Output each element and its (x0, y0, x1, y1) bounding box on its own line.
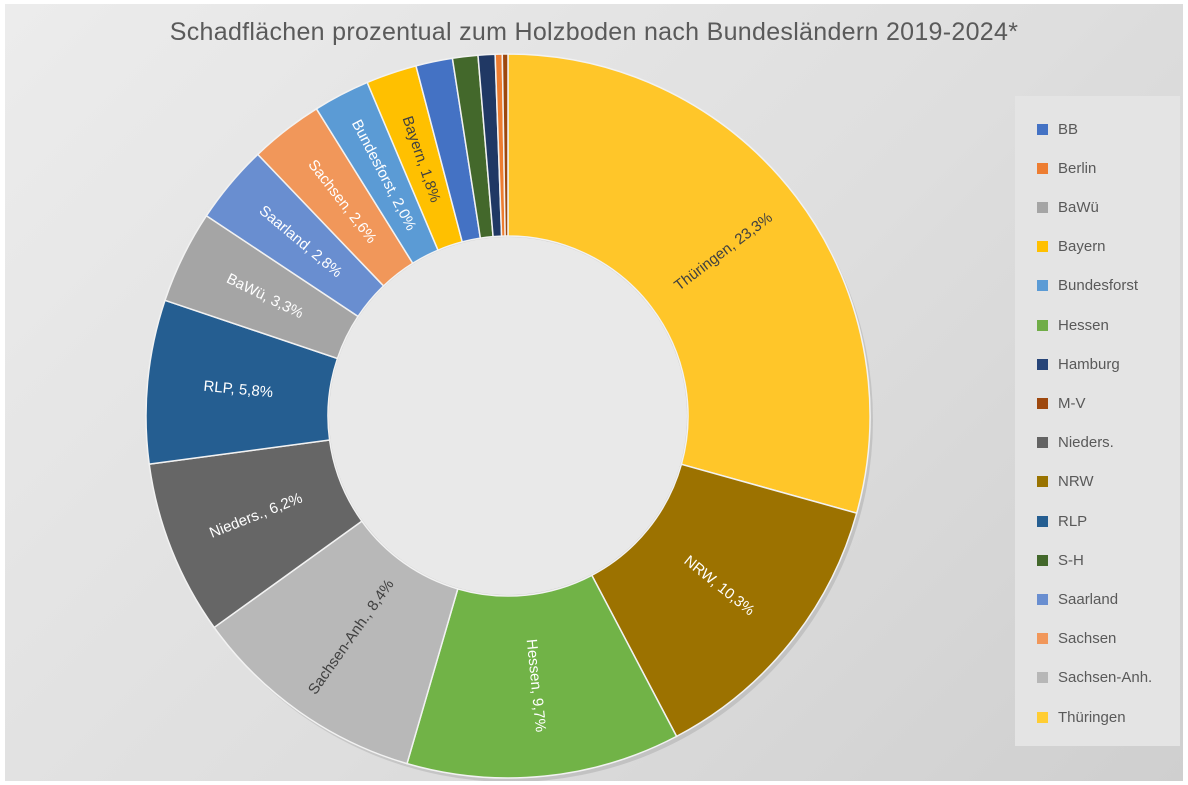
data-label-rlp: RLP, 5,8% (203, 378, 274, 402)
legend-swatch (1037, 123, 1048, 135)
legend-swatch (1037, 162, 1048, 174)
legend-swatch (1037, 593, 1048, 605)
slice-m-v[interactable] (501, 53, 509, 237)
legend-label: Bundesforst (1058, 277, 1139, 295)
legend-swatch (1037, 476, 1048, 488)
legend-swatch (1037, 397, 1048, 409)
legend-swatch (1037, 201, 1048, 213)
legend-item-bawue: BaWü (1037, 196, 1099, 218)
legend-label: Bayern (1058, 238, 1106, 256)
chart-legend: BB Berlin BaWü Bayern Bundesforst Hessen Hambu… (1015, 96, 1180, 746)
legend-label: Hessen (1058, 316, 1109, 334)
legend-swatch (1037, 437, 1048, 449)
legend-swatch (1037, 319, 1048, 331)
legend-label: Sachsen (1058, 630, 1117, 648)
legend-swatch (1037, 358, 1048, 370)
legend-item-hessen: Hessen (1037, 314, 1109, 336)
legend-item-s-h: S-H (1037, 549, 1084, 571)
legend-label: Berlin (1058, 159, 1097, 177)
legend-swatch (1037, 280, 1048, 292)
legend-label: Saarland (1058, 590, 1119, 608)
legend-label: NRW (1058, 473, 1094, 491)
slice-nrw[interactable] (590, 463, 858, 738)
legend-label: RLP (1058, 512, 1088, 530)
legend-swatch (1037, 633, 1048, 645)
slice-hessen[interactable] (406, 574, 678, 779)
slice-thueringen[interactable] (507, 53, 871, 515)
legend-label: M-V (1058, 394, 1086, 412)
legend-item-nieders: Nieders. (1037, 432, 1114, 454)
donut-chart: Thüringen, 23,3%NRW, 10,3%Hessen, 9,7%Sa… (145, 53, 873, 781)
legend-swatch (1037, 515, 1048, 527)
legend-label: BB (1058, 120, 1079, 138)
legend-item-bayern: Bayern (1037, 236, 1106, 258)
legend-label: Nieders. (1058, 434, 1114, 452)
legend-item-sachsen: Sachsen (1037, 628, 1116, 650)
donut-hole (329, 237, 687, 595)
legend-item-hamburg: Hamburg (1037, 353, 1120, 375)
legend-swatch (1037, 241, 1048, 253)
legend-item-bundesforst: Bundesforst (1037, 275, 1138, 297)
legend-label: S-H (1058, 551, 1084, 569)
legend-item-sachsen-anh: Sachsen-Anh. (1037, 667, 1152, 689)
legend-label: BaWü (1058, 198, 1099, 216)
legend-item-rlp: RLP (1037, 510, 1087, 532)
legend-swatch (1037, 711, 1048, 723)
legend-item-m-v: M-V (1037, 392, 1086, 414)
legend-item-thueringen: Thüringen (1037, 706, 1126, 728)
legend-swatch (1037, 554, 1048, 566)
chart-title: Schadflächen prozentual zum Holzboden na… (169, 18, 1019, 46)
legend-item-saarland: Saarland (1037, 588, 1118, 610)
legend-label: Thüringen (1058, 708, 1126, 726)
legend-label: Sachsen-Anh. (1058, 669, 1153, 687)
slice-sachsen-anh[interactable] (213, 520, 459, 765)
legend-item-berlin: Berlin (1037, 157, 1096, 179)
legend-item-nrw: NRW (1037, 471, 1094, 493)
legend-label: Hamburg (1058, 355, 1120, 373)
legend-item-bb: BB (1037, 118, 1078, 140)
chart-area: Schadflächen prozentual zum Holzboden na… (5, 4, 1183, 781)
legend-swatch (1037, 672, 1048, 684)
